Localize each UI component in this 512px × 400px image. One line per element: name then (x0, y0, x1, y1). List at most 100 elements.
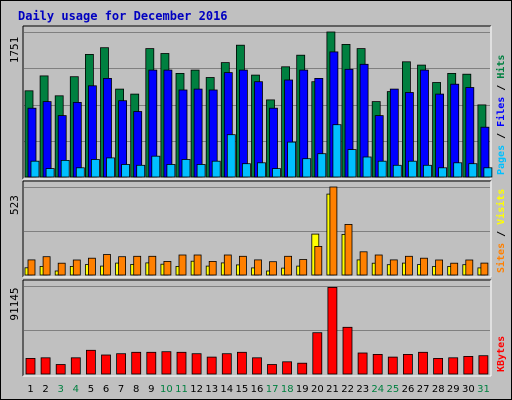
bar-kbytes-day-26 (402, 353, 413, 375)
bar-kbytes-day-25 (387, 356, 398, 375)
day-label-20: 20 (311, 384, 324, 395)
bar-pages-day-1 (30, 160, 40, 178)
legend-label-1: / (496, 127, 507, 145)
bar-sites-day-27 (420, 257, 428, 276)
bar-sites-day-15 (238, 255, 247, 276)
bar-kbytes-day-9 (146, 351, 157, 375)
bar-kbytes-day-1 (25, 357, 36, 375)
day-label-16: 16 (251, 384, 264, 395)
bar-files-day-25 (389, 88, 399, 178)
bar-pages-day-22 (347, 149, 357, 178)
bar-sites-day-9 (148, 255, 157, 276)
day-label-2: 2 (42, 384, 48, 395)
bar-sites-day-29 (450, 262, 459, 276)
bar-kbytes-day-13 (206, 356, 217, 375)
bar-sites-day-7 (118, 256, 126, 276)
bar-kbytes-day-17 (267, 364, 277, 375)
day-label-6: 6 (103, 384, 109, 395)
bar-kbytes-day-8 (131, 351, 142, 375)
day-label-30: 30 (462, 384, 475, 395)
bar-sites-day-3 (57, 262, 66, 276)
bar-pages-day-5 (91, 159, 100, 178)
bar-kbytes-day-19 (297, 362, 308, 375)
bar-sites-day-18 (284, 255, 293, 276)
day-label-23: 23 (356, 384, 369, 395)
bar-kbytes-day-5 (86, 349, 96, 375)
legend-label-4: Hits (495, 55, 507, 79)
bar-pages-day-23 (362, 156, 372, 178)
bar-files-day-10 (163, 69, 173, 178)
bar-files-day-15 (238, 69, 248, 178)
bar-files-day-2 (42, 101, 52, 178)
legend-label-0: KBytes (496, 336, 507, 372)
bar-sites-day-30 (465, 259, 474, 276)
day-label-31: 31 (477, 384, 490, 395)
bar-sites-day-28 (435, 259, 444, 276)
legend-label-2: Visits (495, 189, 507, 225)
bar-pages-day-21 (332, 124, 342, 178)
bar-pages-day-30 (468, 163, 478, 178)
bar-sites-day-26 (404, 255, 413, 276)
day-label-9: 9 (148, 384, 154, 395)
bar-pages-day-4 (75, 167, 85, 178)
visits-panel: 523 Sites / Visits (8, 180, 507, 278)
bar-kbytes-day-15 (236, 351, 247, 375)
day-label-14: 14 (220, 384, 233, 395)
bar-pages-day-28 (438, 167, 448, 178)
day-label-13: 13 (205, 384, 218, 395)
day-label-22: 22 (341, 384, 354, 395)
bar-pages-day-27 (423, 164, 432, 178)
day-label-28: 28 (432, 384, 445, 395)
bar-kbytes-day-23 (357, 352, 368, 375)
bar-pages-day-26 (407, 160, 417, 178)
bar-kbytes-day-27 (418, 351, 428, 375)
bar-files-day-27 (420, 69, 429, 178)
day-label-5: 5 (88, 384, 94, 395)
bar-pages-day-14 (226, 134, 236, 178)
bar-kbytes-day-29 (448, 357, 459, 375)
bar-kbytes-day-21 (327, 286, 338, 375)
bar-sites-day-25 (389, 259, 398, 276)
bar-kbytes-day-10 (161, 351, 172, 375)
panel-legend: Sites / Visits (495, 189, 507, 273)
bar-pages-day-25 (392, 164, 402, 178)
bar-kbytes-day-12 (191, 353, 202, 375)
bar-files-day-28 (435, 93, 445, 178)
bar-sites-day-4 (72, 259, 81, 276)
bar-pages-day-15 (241, 163, 251, 178)
day-label-27: 27 (417, 384, 430, 395)
bar-sites-day-1 (27, 259, 36, 276)
bar-sites-day-8 (133, 255, 142, 276)
day-label-8: 8 (133, 384, 139, 395)
bar-pages-day-6 (106, 157, 115, 178)
day-label-3: 3 (58, 384, 64, 395)
bar-pages-day-12 (196, 164, 206, 178)
bar-kbytes-day-16 (252, 357, 262, 375)
day-label-26: 26 (402, 384, 415, 395)
bar-sites-day-11 (178, 254, 187, 276)
bar-pages-day-13 (211, 160, 221, 178)
bar-kbytes-day-24 (372, 353, 383, 375)
bar-pages-day-11 (181, 159, 191, 178)
bar-sites-day-14 (223, 254, 232, 276)
bar-sites-day-23 (359, 251, 368, 276)
bar-kbytes-day-4 (70, 357, 81, 375)
bar-sites-day-2 (42, 256, 51, 276)
bar-kbytes-day-14 (221, 353, 232, 375)
bar-sites-day-10 (163, 260, 172, 276)
day-label-24: 24 (371, 384, 384, 395)
chart-title: Daily usage for December 2016 (18, 9, 228, 23)
bar-pages-day-18 (287, 141, 297, 178)
kbytes-panel: 91145 KBytes (8, 279, 507, 377)
legend-label-0: Pages (496, 145, 507, 175)
bar-sites-day-6 (103, 254, 111, 276)
bar-pages-day-10 (166, 164, 176, 178)
bar-sites-day-24 (374, 254, 383, 276)
bar-kbytes-day-3 (55, 364, 66, 375)
legend-label-0: Sites (495, 243, 507, 273)
day-label-15: 15 (236, 384, 249, 395)
panel-legend: KBytes (496, 336, 507, 372)
bar-pages-day-24 (377, 160, 387, 178)
bar-pages-day-3 (60, 159, 70, 178)
bar-pages-day-19 (302, 158, 312, 178)
